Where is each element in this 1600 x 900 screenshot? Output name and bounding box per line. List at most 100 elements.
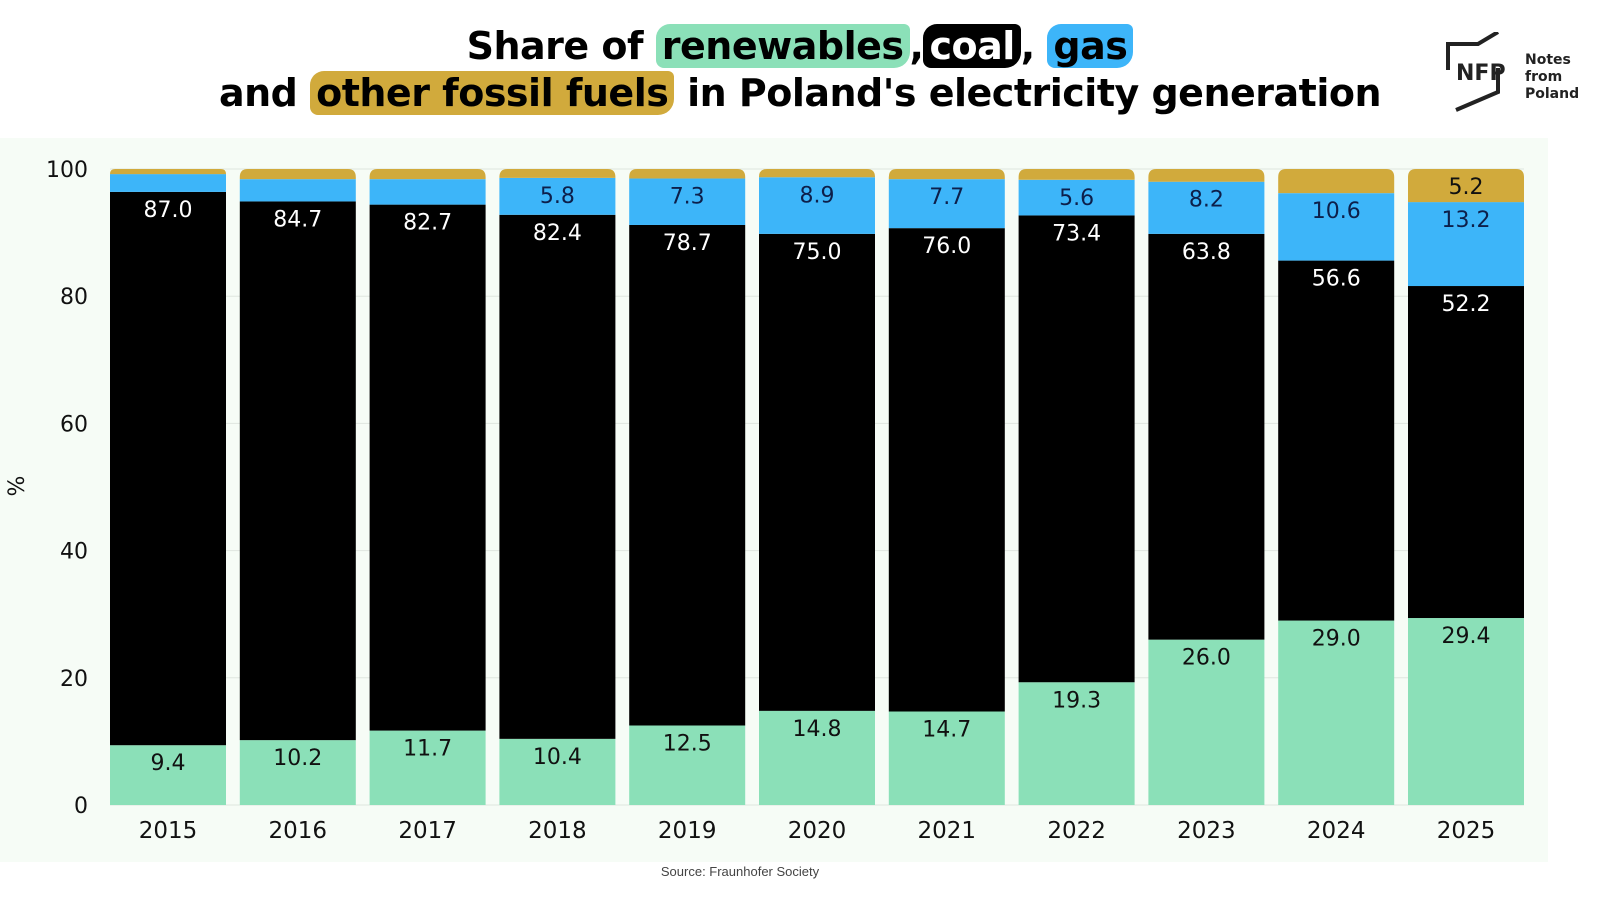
source-note: Source: Fraunhofer Society [660,864,820,879]
bar-segment-gas [239,179,356,202]
data-label-coal: 87.0 [144,198,193,223]
data-label-coal: 63.8 [1182,240,1231,265]
x-tick-label: 2025 [1437,818,1496,844]
bar-segment-other-fossil-fuels [629,169,746,179]
bar-segment-other-fossil-fuels [1148,169,1265,182]
bar-segment-gas [1018,179,1135,216]
x-tick-label: 2015 [139,818,198,844]
data-label-gas: 5.8 [540,184,575,209]
bar-segment-other-fossil-fuels [369,169,486,180]
logo-name-line-2: Poland [1525,86,1580,102]
bar-segment-renewables [1278,620,1395,805]
bar-segment-coal [499,214,616,739]
data-label-renewables: 10.4 [533,745,582,770]
x-tick-label: 2016 [269,818,328,844]
bar-segment-gas [629,178,746,225]
data-label-coal: 78.7 [663,231,712,256]
data-label-renewables: 12.5 [663,732,712,757]
y-tick-label: 0 [74,794,88,819]
bar-segment-coal [1018,215,1135,683]
y-tick-label: 80 [60,285,88,310]
data-label-renewables: 26.0 [1182,646,1231,671]
data-label-renewables: 11.7 [403,737,452,762]
data-label-renewables: 10.2 [273,746,322,771]
chart-title-line-2: and other fossil fuels in Poland's elect… [0,71,1600,115]
data-label-gas: 13.2 [1442,208,1491,233]
data-label-gas: 7.7 [929,185,964,210]
y-axis-label: % [5,476,30,497]
x-tick-label: 2020 [788,818,847,844]
bar-segment-gas [1408,202,1524,287]
bar-segment-renewables [629,725,746,805]
bar-segment-coal [629,224,746,726]
bar-segment-other-fossil-fuels [759,169,875,178]
data-labels: 9.4 87.0 10.2 84.7 11.7 82.7 10.4 82.4 5.8 12.5 78… [144,175,1491,776]
bar-segment-renewables [1148,639,1265,805]
bar-segment-coal [369,204,486,731]
bar-segment-renewables [888,711,1005,805]
y-tick-label: 100 [46,158,88,183]
data-label-coal: 82.7 [403,211,452,236]
bar-segment-coal [1408,286,1524,619]
title-highlight-other-fossil-fuels: other fossil fuels [310,71,675,115]
data-label-gas: 7.3 [670,185,705,210]
bar-segment-other-fossil-fuels [499,169,616,178]
logo-mark: NFP [1456,61,1506,86]
logo-wordmark: Notes from Poland [1525,52,1600,103]
logo-name-line-1: Notes from [1525,52,1571,85]
x-tick-label: 2022 [1047,818,1106,844]
bar-segment-renewables [110,745,226,805]
y-tick-label: 20 [60,667,88,692]
data-label-renewables: 29.4 [1442,624,1491,649]
title-highlight-gas: gas [1047,24,1134,68]
x-tick-label: 2018 [528,818,587,844]
data-label-coal: 56.6 [1312,267,1361,292]
bar-segment-coal [888,228,1005,712]
bar-segment-other-fossil-fuels [1408,169,1524,203]
bar-segment-other-fossil-fuels [110,169,226,175]
x-axis-ticks: 2015 2016 2017 2018 2019 2020 2021 2022 2023 2024… [139,818,1496,844]
data-label-gas: 8.9 [800,183,835,208]
x-tick-label: 2021 [918,818,977,844]
bar-segment-gas [1148,181,1265,234]
bar-segment-gas [110,174,226,192]
bar-segment-coal [1148,233,1265,640]
x-tick-label: 2024 [1307,818,1366,844]
data-label-coal: 52.2 [1442,292,1491,317]
bar-segment-other-fossil-fuels [239,169,356,180]
title-text: and [218,71,311,115]
y-tick-label: 60 [60,412,88,437]
data-label-coal: 73.4 [1052,221,1101,246]
chart-title-line-1: Share of renewables, coal, gas [0,24,1600,68]
bar-segment-gas [369,179,486,205]
x-tick-label: 2017 [398,818,457,844]
bar-segment-renewables [1408,618,1524,805]
data-label-renewables: 19.3 [1052,688,1101,713]
data-label-other-fossil-fuels: 5.2 [1449,175,1484,200]
title-text: in Poland's electricity generation [674,71,1382,115]
title-highlight-coal: coal [923,24,1021,68]
bar-segment-gas [499,177,616,215]
data-label-coal: 82.4 [533,221,582,246]
bar-segment-renewables [369,730,486,805]
bar-segment-renewables [759,710,875,805]
title-highlight-renewables: renewables [655,24,910,68]
y-axis-ticks: 0 20 40 60 80 100 [46,158,88,819]
data-label-gas: 10.6 [1312,199,1361,224]
bar-segment-gas [759,177,875,234]
data-label-renewables: 9.4 [151,751,186,776]
bar-segment-coal [1278,260,1395,621]
data-label-renewables: 29.0 [1312,627,1361,652]
y-tick-label: 40 [60,540,88,565]
data-label-gas: 8.2 [1189,188,1224,213]
title-text: , [1020,24,1048,68]
bars [110,169,1524,805]
data-label-coal: 76.0 [922,234,971,259]
bar-segment-other-fossil-fuels [1278,169,1395,194]
bar-segment-gas [1278,193,1395,261]
data-label-gas: 5.6 [1059,186,1094,211]
data-label-renewables: 14.8 [793,717,842,742]
data-label-renewables: 14.7 [922,718,971,743]
bar-segment-other-fossil-fuels [1018,169,1135,180]
title-text: Share of [466,24,656,68]
